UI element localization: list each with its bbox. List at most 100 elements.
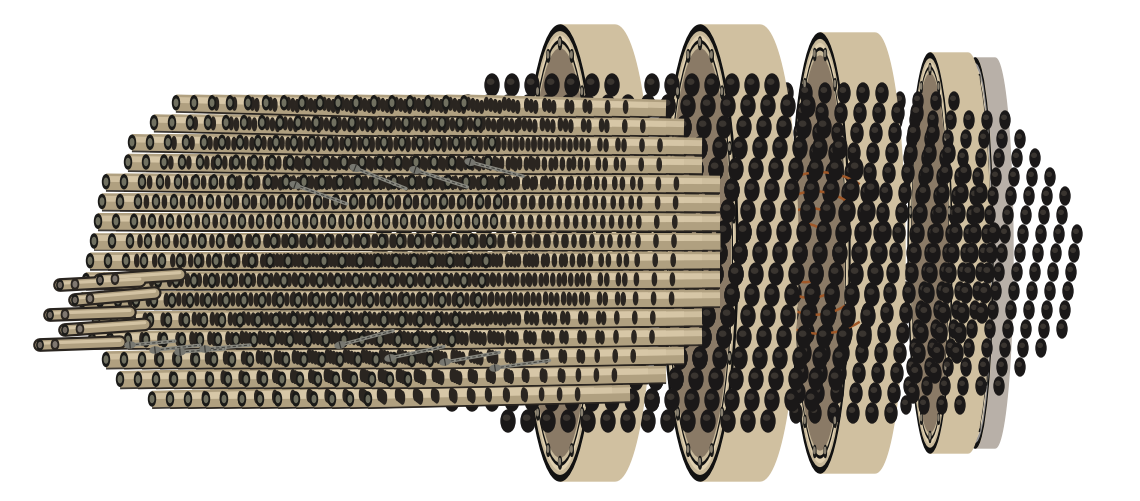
Ellipse shape	[829, 282, 839, 300]
Ellipse shape	[844, 187, 854, 205]
Ellipse shape	[635, 142, 642, 147]
Ellipse shape	[309, 390, 312, 403]
Ellipse shape	[215, 313, 219, 326]
Ellipse shape	[625, 284, 640, 306]
Ellipse shape	[405, 179, 420, 201]
Ellipse shape	[399, 135, 406, 149]
Ellipse shape	[692, 188, 698, 192]
Ellipse shape	[259, 218, 262, 225]
Ellipse shape	[245, 176, 250, 189]
Ellipse shape	[670, 273, 675, 286]
Ellipse shape	[749, 263, 763, 285]
Ellipse shape	[166, 392, 173, 406]
Ellipse shape	[489, 135, 496, 149]
Ellipse shape	[531, 268, 538, 273]
Ellipse shape	[440, 196, 443, 209]
Ellipse shape	[513, 255, 516, 267]
Ellipse shape	[280, 352, 285, 365]
Ellipse shape	[439, 121, 446, 126]
Ellipse shape	[433, 347, 447, 369]
Ellipse shape	[416, 135, 423, 149]
Ellipse shape	[661, 95, 675, 117]
Ellipse shape	[565, 389, 579, 411]
Ellipse shape	[442, 139, 446, 151]
Ellipse shape	[332, 119, 336, 126]
Ellipse shape	[243, 293, 247, 305]
Ellipse shape	[481, 157, 486, 169]
Ellipse shape	[276, 331, 280, 344]
Ellipse shape	[441, 200, 455, 222]
Ellipse shape	[685, 389, 699, 411]
Ellipse shape	[613, 242, 627, 264]
Ellipse shape	[833, 243, 845, 263]
Ellipse shape	[963, 121, 964, 131]
Ellipse shape	[736, 123, 749, 143]
Ellipse shape	[537, 88, 538, 94]
Ellipse shape	[244, 376, 247, 383]
Ellipse shape	[214, 155, 221, 169]
Ellipse shape	[401, 305, 415, 327]
Ellipse shape	[140, 356, 144, 363]
Ellipse shape	[1020, 343, 1024, 347]
Ellipse shape	[114, 293, 122, 307]
Ellipse shape	[344, 313, 351, 327]
Ellipse shape	[480, 101, 483, 113]
Ellipse shape	[308, 331, 312, 343]
Ellipse shape	[416, 294, 421, 306]
Ellipse shape	[945, 362, 946, 373]
Ellipse shape	[445, 254, 448, 267]
Ellipse shape	[963, 362, 967, 366]
Ellipse shape	[426, 353, 433, 367]
Ellipse shape	[616, 352, 621, 357]
Ellipse shape	[876, 115, 880, 119]
Ellipse shape	[856, 339, 866, 357]
Ellipse shape	[166, 214, 173, 228]
Ellipse shape	[188, 194, 195, 208]
Ellipse shape	[931, 206, 940, 224]
Ellipse shape	[523, 205, 530, 210]
Ellipse shape	[624, 101, 628, 113]
Ellipse shape	[1020, 229, 1024, 233]
Ellipse shape	[980, 362, 985, 366]
Ellipse shape	[180, 234, 187, 248]
Ellipse shape	[312, 116, 319, 129]
Ellipse shape	[697, 116, 711, 138]
Ellipse shape	[185, 214, 192, 228]
Ellipse shape	[826, 187, 836, 205]
Ellipse shape	[148, 139, 152, 146]
Ellipse shape	[733, 212, 734, 218]
Ellipse shape	[329, 234, 334, 247]
Ellipse shape	[563, 415, 570, 420]
Ellipse shape	[876, 247, 881, 252]
Ellipse shape	[645, 248, 651, 252]
Ellipse shape	[617, 116, 632, 138]
Ellipse shape	[542, 305, 555, 327]
Ellipse shape	[335, 274, 339, 286]
Ellipse shape	[487, 369, 490, 381]
Ellipse shape	[874, 223, 886, 243]
Ellipse shape	[668, 43, 732, 463]
Ellipse shape	[247, 117, 251, 130]
Ellipse shape	[807, 289, 814, 294]
Ellipse shape	[955, 396, 964, 414]
Ellipse shape	[653, 254, 658, 267]
Ellipse shape	[575, 274, 579, 286]
Ellipse shape	[637, 116, 651, 138]
Ellipse shape	[723, 108, 728, 112]
Ellipse shape	[585, 74, 599, 96]
Ellipse shape	[202, 317, 205, 324]
Ellipse shape	[217, 195, 220, 208]
Ellipse shape	[542, 331, 546, 343]
Ellipse shape	[1061, 305, 1066, 309]
Ellipse shape	[586, 139, 591, 151]
Ellipse shape	[474, 331, 478, 344]
Ellipse shape	[966, 243, 978, 263]
Ellipse shape	[274, 176, 278, 188]
Ellipse shape	[355, 254, 358, 267]
Ellipse shape	[344, 311, 349, 324]
Ellipse shape	[114, 218, 117, 225]
Ellipse shape	[270, 118, 275, 131]
Ellipse shape	[757, 116, 771, 138]
Ellipse shape	[661, 305, 675, 327]
Ellipse shape	[681, 95, 695, 117]
